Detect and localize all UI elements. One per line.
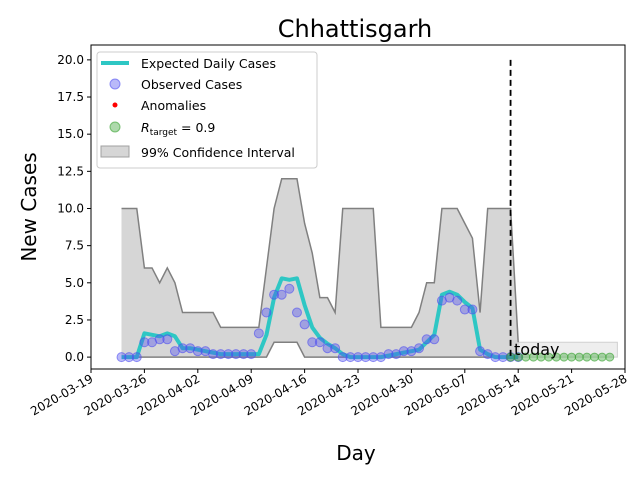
observed-case-point (291, 307, 302, 318)
observed-case-point (261, 307, 272, 318)
y-tick-label: 0.0 (65, 350, 84, 364)
observed-case-point (154, 334, 165, 345)
observed-case-point (131, 352, 142, 363)
observed-case-point (383, 349, 394, 360)
target-projection-point (597, 352, 607, 362)
observed-case-point (360, 352, 371, 363)
observed-case-point (353, 352, 363, 363)
observed-case-point (307, 337, 318, 348)
observed-case-point (238, 349, 249, 360)
observed-case-point (345, 352, 356, 363)
observed-case-point (253, 328, 264, 339)
target-projection-point (559, 352, 569, 362)
y-tick-label: 20.0 (57, 53, 84, 67)
observed-case-point (139, 337, 150, 348)
legend: Expected Daily Cases Observed Cases Anom… (96, 51, 318, 169)
target-projection-point (574, 352, 584, 362)
y-tick-label: 17.5 (57, 90, 84, 104)
observed-case-point (162, 334, 173, 345)
target-projection-point (605, 352, 615, 362)
legend-target-label: Rtarget = 0.9 (141, 120, 215, 138)
legend-expected-label: Expected Daily Cases (141, 56, 276, 71)
observed-case-point (269, 289, 280, 300)
observed-case-point (452, 295, 463, 306)
y-tick-label: 5.0 (65, 276, 84, 290)
target-projection-point (582, 352, 592, 362)
observed-case-point (330, 343, 341, 354)
observed-case-point (116, 352, 127, 363)
legend-observed-label: Observed Cases (141, 77, 242, 92)
confidence-interval-lower-edge (121, 341, 519, 358)
observed-case-point (421, 334, 432, 345)
observed-case-point (459, 304, 470, 315)
y-axis-label: New Cases (17, 152, 41, 261)
observed-case-point (337, 352, 348, 363)
target-projection-point (589, 352, 599, 362)
observed-case-point (414, 343, 425, 354)
observed-case-point (497, 352, 508, 363)
observed-case-point (276, 289, 287, 300)
observed-case-point (368, 352, 379, 363)
confidence-interval-area (121, 178, 519, 358)
observed-case-point (246, 349, 257, 360)
observed-case-point (208, 349, 219, 360)
target-projection-point (567, 352, 577, 362)
observed-case-point (322, 343, 333, 354)
confidence-interval-upper-edge (121, 178, 519, 343)
observed-case-point (177, 343, 188, 354)
legend-anomalies-label: Anomalies (141, 98, 206, 113)
legend-anomalies-swatch (112, 102, 118, 108)
y-tick-label: 2.5 (65, 313, 84, 327)
legend-observed-swatch (109, 78, 121, 90)
legend-ci-swatch (100, 145, 130, 158)
legend-box (96, 51, 318, 169)
observed-case-point (490, 352, 501, 363)
y-tick-label: 12.5 (57, 164, 84, 178)
observed-case-point (467, 304, 478, 315)
observed-case-point (314, 337, 325, 348)
observed-case-point (284, 283, 295, 294)
y-tick-label: 7.5 (65, 239, 84, 253)
chart-title: Chhattisgarh (278, 15, 432, 43)
y-tick-label: 15.0 (57, 127, 84, 141)
x-axis-label: Day (336, 441, 376, 465)
observed-case-point (429, 334, 440, 345)
today-label: today (514, 340, 560, 359)
observed-case-point (230, 349, 241, 360)
observed-case-point (398, 346, 409, 357)
observed-case-point (223, 349, 234, 360)
observed-case-point (215, 349, 226, 360)
observed-case-point (124, 352, 135, 363)
observed-case-point (192, 346, 203, 357)
legend-ci-label: 99% Confidence Interval (141, 145, 295, 160)
observed-case-point (299, 319, 310, 330)
y-tick-label: 10.0 (57, 201, 84, 215)
legend-target-swatch (109, 121, 121, 133)
